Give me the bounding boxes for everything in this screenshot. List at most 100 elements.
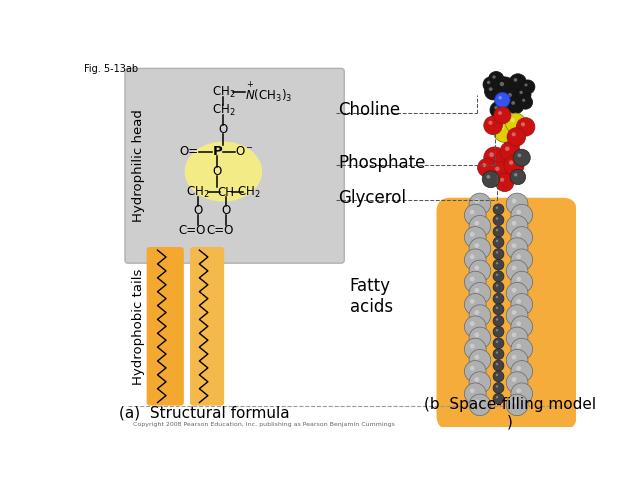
Circle shape [496, 363, 498, 365]
Circle shape [488, 72, 504, 87]
Circle shape [469, 260, 491, 282]
Circle shape [496, 274, 498, 276]
Circle shape [516, 232, 521, 237]
Text: O: O [193, 204, 202, 217]
Circle shape [465, 360, 486, 382]
Circle shape [483, 77, 499, 92]
Circle shape [506, 260, 528, 282]
Circle shape [496, 374, 498, 376]
Circle shape [493, 282, 504, 292]
Circle shape [496, 329, 498, 331]
Circle shape [506, 193, 528, 215]
Circle shape [495, 173, 514, 192]
Circle shape [506, 282, 528, 304]
Circle shape [511, 132, 516, 136]
Circle shape [511, 227, 532, 248]
Circle shape [465, 294, 486, 315]
Circle shape [496, 217, 498, 220]
Circle shape [510, 169, 525, 185]
Circle shape [465, 227, 486, 248]
Text: CH: CH [217, 186, 234, 199]
Ellipse shape [184, 142, 262, 202]
Circle shape [493, 348, 504, 360]
Circle shape [498, 111, 502, 115]
Circle shape [506, 216, 528, 237]
Text: O: O [221, 204, 230, 217]
Circle shape [492, 75, 496, 79]
FancyBboxPatch shape [125, 68, 344, 263]
Circle shape [511, 221, 516, 226]
Circle shape [493, 259, 504, 270]
Text: O: O [219, 123, 228, 136]
Circle shape [493, 371, 504, 382]
Circle shape [516, 366, 521, 371]
Circle shape [489, 87, 493, 91]
Circle shape [496, 284, 498, 287]
Circle shape [509, 138, 512, 142]
Circle shape [511, 249, 532, 271]
Circle shape [511, 288, 516, 293]
Circle shape [511, 355, 516, 360]
Circle shape [469, 349, 491, 371]
Circle shape [496, 240, 498, 242]
Circle shape [516, 388, 521, 393]
Circle shape [511, 310, 516, 315]
Circle shape [470, 254, 475, 259]
Circle shape [507, 97, 524, 114]
Circle shape [506, 238, 528, 259]
Circle shape [494, 106, 498, 109]
Circle shape [493, 304, 504, 315]
Circle shape [511, 316, 532, 337]
Circle shape [496, 206, 498, 209]
Text: C=O: C=O [179, 224, 206, 237]
Circle shape [496, 251, 498, 253]
Circle shape [496, 318, 498, 321]
Circle shape [493, 360, 504, 371]
Circle shape [509, 74, 526, 91]
Text: CH$_2$: CH$_2$ [186, 185, 209, 200]
Circle shape [496, 262, 498, 264]
Text: O$^-$: O$^-$ [235, 145, 254, 158]
Circle shape [516, 276, 521, 281]
Circle shape [509, 160, 513, 165]
Circle shape [495, 92, 510, 108]
Circle shape [521, 122, 525, 126]
Circle shape [490, 162, 510, 181]
Circle shape [493, 249, 504, 259]
Text: Choline: Choline [338, 101, 400, 119]
Circle shape [511, 360, 532, 382]
Circle shape [506, 113, 525, 133]
Circle shape [516, 344, 521, 348]
Circle shape [516, 210, 521, 215]
Text: Copyright 2008 Pearson Education, Inc. publishing as Pearson Benjamin Cummings: Copyright 2008 Pearson Education, Inc. p… [132, 421, 395, 427]
Text: $\overset{+}{N}$(CH$_3$)$_3$: $\overset{+}{N}$(CH$_3$)$_3$ [245, 80, 292, 104]
Circle shape [511, 243, 516, 248]
Circle shape [484, 116, 502, 134]
Text: Hydrophilic head: Hydrophilic head [132, 109, 145, 222]
Circle shape [470, 276, 475, 281]
Text: CH$_2$: CH$_2$ [212, 102, 235, 118]
Circle shape [493, 226, 504, 237]
Circle shape [470, 232, 475, 237]
Text: Glycerol: Glycerol [338, 189, 406, 207]
Circle shape [496, 385, 498, 388]
Circle shape [495, 167, 499, 171]
Circle shape [487, 81, 490, 84]
Circle shape [477, 158, 496, 177]
Circle shape [506, 327, 528, 348]
Circle shape [496, 229, 498, 231]
Circle shape [470, 366, 475, 371]
Text: Fig. 5-13ab: Fig. 5-13ab [84, 64, 138, 74]
Circle shape [474, 288, 479, 293]
Circle shape [513, 149, 531, 166]
Circle shape [514, 173, 517, 177]
Circle shape [493, 271, 504, 282]
Text: (a)  Structural formula: (a) Structural formula [118, 406, 289, 421]
Circle shape [516, 321, 521, 326]
Circle shape [493, 237, 504, 248]
Circle shape [500, 178, 504, 182]
Circle shape [465, 204, 486, 226]
Circle shape [470, 299, 475, 304]
Circle shape [474, 310, 479, 315]
Circle shape [506, 349, 528, 371]
